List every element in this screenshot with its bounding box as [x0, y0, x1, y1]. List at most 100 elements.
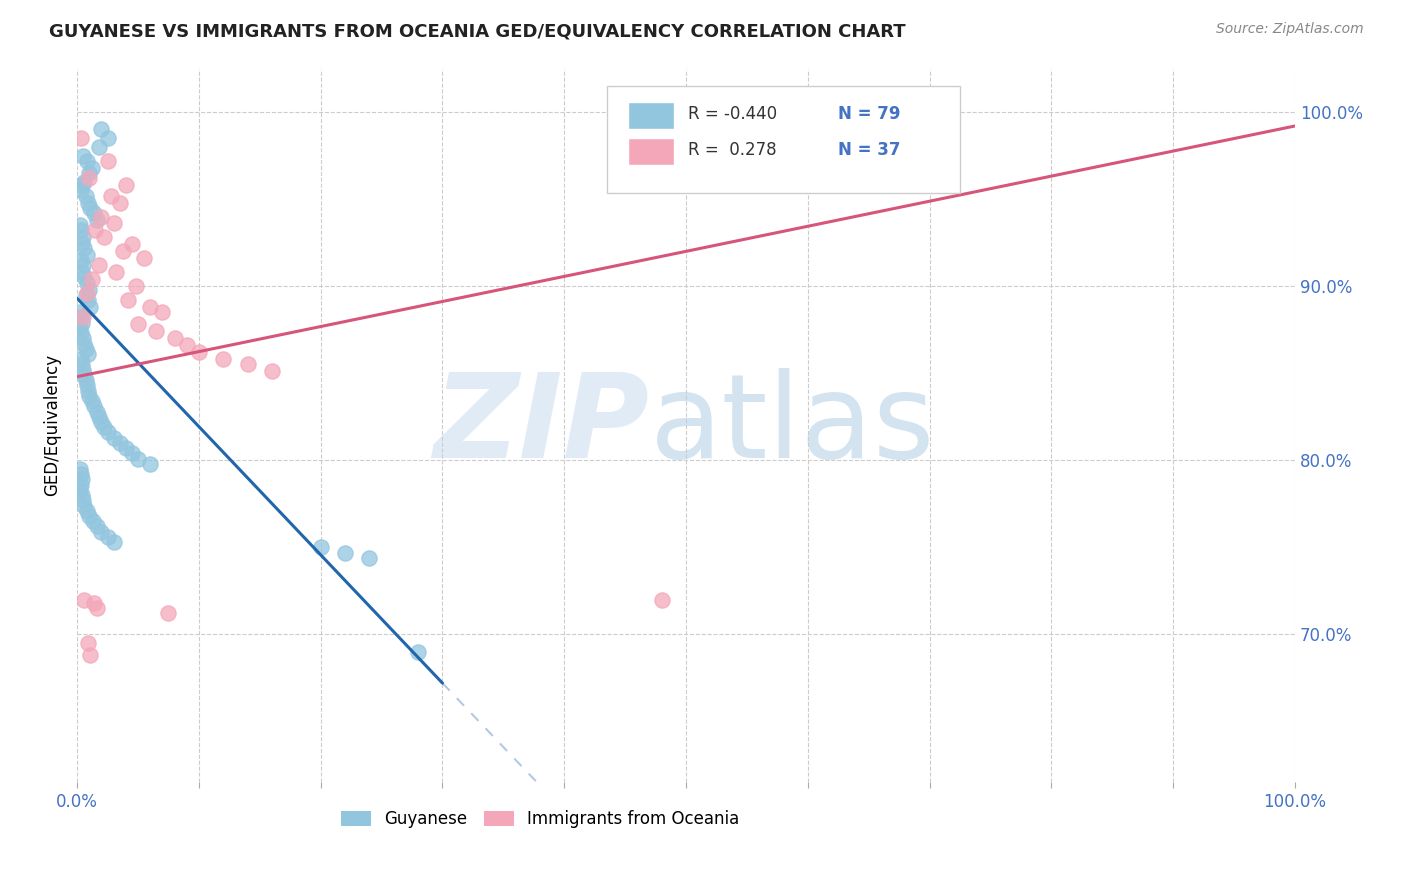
Point [70, 472, 93, 486]
Point [114, 441, 136, 455]
Point [108, 195, 131, 210]
Point [69, 483, 91, 497]
Point [77, 293, 100, 307]
Point [103, 217, 125, 231]
Point [157, 607, 180, 621]
Point [72, 310, 94, 325]
Point [117, 293, 139, 307]
Point [236, 358, 259, 372]
Point [69, 310, 91, 325]
Point [70, 235, 93, 250]
Point [96, 153, 118, 168]
Point [150, 305, 173, 319]
Point [105, 265, 128, 279]
Point [176, 338, 198, 352]
Point [100, 188, 122, 202]
Point [96, 530, 118, 544]
Point [69, 477, 91, 491]
Point [79, 648, 101, 663]
Point [139, 300, 162, 314]
Point [73, 241, 96, 255]
Point [96, 131, 118, 145]
Point [76, 248, 98, 262]
Point [69, 218, 91, 232]
Point [69, 223, 91, 237]
Point [84, 223, 107, 237]
Point [406, 645, 429, 659]
Point [77, 171, 100, 186]
Point [90, 524, 112, 539]
Point [72, 362, 94, 376]
Point [75, 188, 97, 202]
Point [90, 415, 112, 429]
Point [77, 195, 100, 210]
Point [70, 265, 93, 279]
Point [77, 508, 100, 523]
Point [73, 270, 96, 285]
Point [76, 276, 98, 290]
Point [212, 352, 235, 367]
Point [72, 331, 94, 345]
Point [651, 592, 673, 607]
Point [70, 358, 93, 372]
Point [90, 210, 112, 224]
FancyBboxPatch shape [607, 87, 960, 194]
Point [187, 345, 209, 359]
Point [86, 213, 108, 227]
Point [79, 300, 101, 314]
Point [163, 331, 186, 345]
Point [139, 457, 162, 471]
Point [112, 244, 135, 259]
Point [79, 201, 101, 215]
Point [72, 230, 94, 244]
Point [145, 325, 167, 339]
Text: Source: ZipAtlas.com: Source: ZipAtlas.com [1216, 22, 1364, 37]
Point [73, 336, 96, 351]
Point [69, 326, 91, 340]
Point [114, 178, 136, 193]
Point [127, 318, 149, 332]
Point [72, 493, 94, 508]
Point [309, 541, 332, 555]
Point [80, 394, 103, 409]
Point [69, 467, 91, 482]
Point [80, 272, 103, 286]
Point [69, 131, 91, 145]
Point [103, 431, 125, 445]
Text: ZIP: ZIP [433, 368, 650, 483]
Text: GUYANESE VS IMMIGRANTS FROM OCEANIA GED/EQUIVALENCY CORRELATION CHART: GUYANESE VS IMMIGRANTS FROM OCEANIA GED/… [49, 22, 905, 40]
Point [80, 161, 103, 175]
Point [69, 253, 91, 268]
Point [359, 550, 381, 565]
Point [77, 283, 100, 297]
Point [70, 178, 93, 193]
Point [73, 592, 96, 607]
Point [260, 364, 283, 378]
Point [86, 601, 108, 615]
Y-axis label: GED/Equivalency: GED/Equivalency [44, 354, 60, 497]
Point [83, 206, 105, 220]
Point [121, 446, 143, 460]
Point [69, 183, 91, 197]
Point [124, 279, 146, 293]
Point [90, 122, 112, 136]
Point [96, 425, 118, 440]
Point [77, 347, 100, 361]
Point [86, 519, 108, 533]
Point [75, 373, 97, 387]
Point [93, 420, 115, 434]
Point [73, 499, 96, 513]
Point [76, 504, 98, 518]
Text: N = 79: N = 79 [838, 105, 901, 123]
Point [93, 230, 115, 244]
Point [75, 288, 97, 302]
Point [87, 409, 110, 424]
Text: R =  0.278: R = 0.278 [689, 141, 778, 159]
Text: N = 37: N = 37 [838, 141, 901, 159]
Point [77, 384, 100, 398]
Point [76, 153, 98, 168]
Point [73, 368, 96, 382]
Point [72, 258, 94, 272]
Point [82, 514, 104, 528]
Point [77, 389, 100, 403]
